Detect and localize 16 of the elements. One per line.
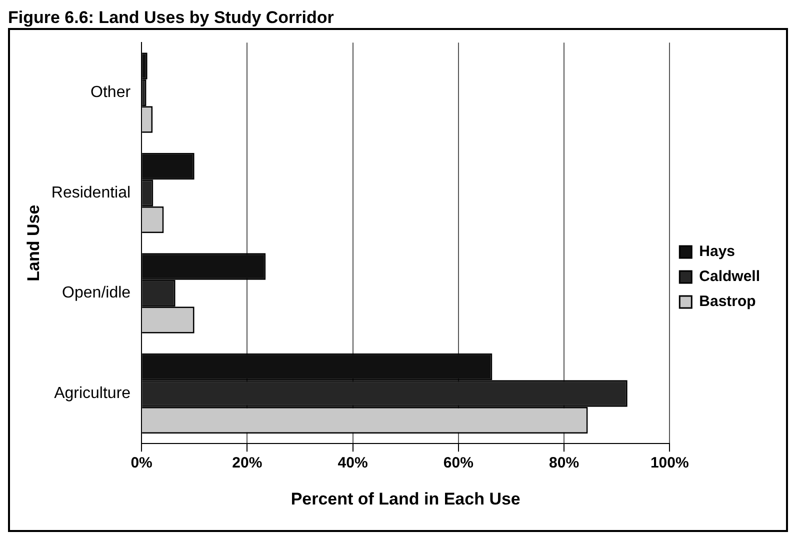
x-tick-label: 80% [549,454,580,472]
chart-title: Figure 6.6: Land Uses by Study Corridor [8,8,335,28]
x-tick-label: 60% [443,454,474,472]
y-axis-title: Land Use [24,204,43,282]
x-tick-label: 40% [338,454,368,472]
y-tick-label: Other [90,84,132,102]
y-tick-label: Open/idle [62,284,131,302]
x-tick-label: 20% [232,454,262,472]
y-tick-label: Residential [51,184,131,202]
legend-label: Caldwell [699,268,760,286]
legend-label: Hays [699,243,736,260]
legend-label: Bastrop [699,293,756,310]
y-tick-label: Agriculture [54,384,131,402]
x-axis-title: Percent of Land in Each Use [290,489,520,508]
x-tick-label: 0% [130,454,152,472]
x-tick-label: 100% [650,454,689,472]
